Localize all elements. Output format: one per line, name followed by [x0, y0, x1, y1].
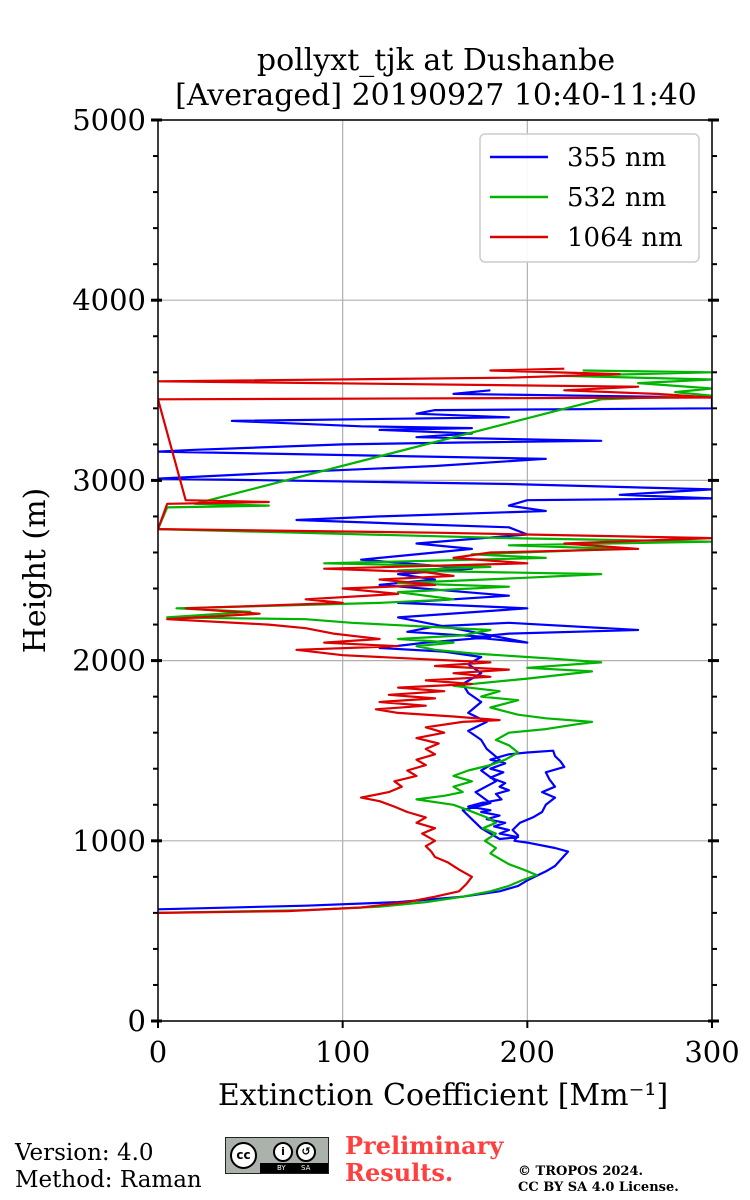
x-tick-label: 300	[684, 1035, 739, 1069]
method-text: Method: Raman	[15, 1167, 202, 1193]
legend-label: 532 nm	[567, 183, 666, 213]
x-tick-label: 200	[500, 1035, 555, 1069]
y-tick-label: 1000	[72, 824, 146, 858]
y-tick-label: 3000	[72, 463, 146, 497]
cc-badge-strip: BY SA	[260, 1163, 328, 1173]
copyright-text: © TROPOS 2024.	[518, 1164, 644, 1179]
y-tick-label: 5000	[72, 103, 146, 137]
license-text: CC BY SA 4.0 License.	[518, 1180, 679, 1195]
cc-sa-label: SA	[301, 1164, 311, 1172]
cc-license-badge: cc i ↺ BY SA	[225, 1137, 329, 1174]
plot-frame	[157, 119, 713, 1022]
series-line-1064-nm	[158, 367, 712, 914]
version-text: Version: 4.0	[15, 1140, 154, 1166]
y-tick-label: 0	[128, 1004, 146, 1038]
legend-label: 355 nm	[567, 143, 666, 173]
chart-title-line2: [Averaged] 20190927 10:40-11:40	[175, 78, 697, 113]
cc-logo-icon: cc	[230, 1142, 257, 1169]
series-line-355-nm	[158, 389, 712, 911]
series-line-532-nm	[158, 369, 712, 914]
attribution-icon: i	[273, 1142, 293, 1162]
x-tick-label: 0	[149, 1035, 167, 1069]
x-tick-label: 100	[315, 1035, 370, 1069]
results-label: Results.	[345, 1158, 454, 1187]
y-tick-label: 2000	[72, 644, 146, 678]
y-tick-label: 4000	[72, 283, 146, 317]
cc-by-label: BY	[277, 1164, 286, 1172]
chart-title-line1: pollyxt_tjk at Dushanbe	[256, 43, 616, 78]
y-axis-label: Height (m)	[18, 488, 53, 653]
legend-label: 1064 nm	[567, 223, 683, 253]
legend-box	[479, 133, 700, 263]
share-alike-icon: ↺	[296, 1142, 316, 1162]
preliminary-label: Preliminary	[345, 1131, 504, 1160]
x-axis-label: Extinction Coefficient [Mm⁻¹]	[218, 1078, 668, 1113]
